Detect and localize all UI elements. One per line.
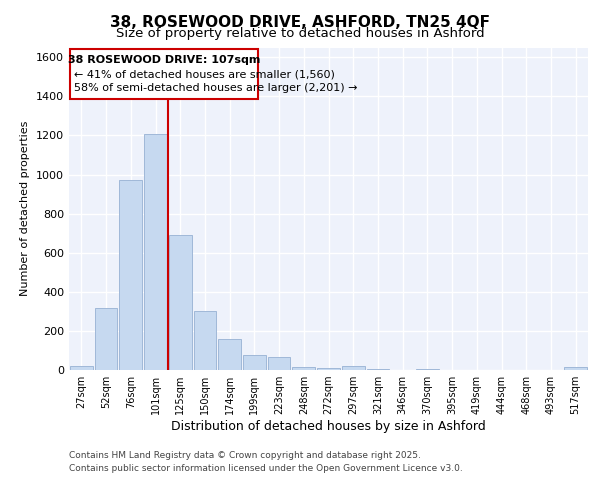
Bar: [194, 312, 216, 370]
Text: 38, ROSEWOOD DRIVE, ASHFORD, TN25 4QF: 38, ROSEWOOD DRIVE, ASHFORD, TN25 4QF: [110, 15, 490, 30]
Bar: [317, 368, 340, 370]
Bar: [218, 338, 241, 370]
Y-axis label: Number of detached properties: Number of detached properties: [20, 121, 31, 296]
Text: ← 41% of detached houses are smaller (1,560): ← 41% of detached houses are smaller (1,…: [74, 69, 335, 79]
X-axis label: Distribution of detached houses by size in Ashford: Distribution of detached houses by size …: [171, 420, 486, 433]
Bar: [70, 366, 93, 370]
Text: Contains public sector information licensed under the Open Government Licence v3: Contains public sector information licen…: [69, 464, 463, 473]
Bar: [144, 134, 167, 370]
Bar: [416, 369, 439, 370]
Text: Contains HM Land Registry data © Crown copyright and database right 2025.: Contains HM Land Registry data © Crown c…: [69, 451, 421, 460]
FancyBboxPatch shape: [70, 50, 258, 100]
Text: Size of property relative to detached houses in Ashford: Size of property relative to detached ho…: [116, 28, 484, 40]
Bar: [119, 180, 142, 370]
Bar: [169, 235, 191, 370]
Text: 58% of semi-detached houses are larger (2,201) →: 58% of semi-detached houses are larger (…: [74, 84, 358, 94]
Bar: [243, 356, 266, 370]
Bar: [292, 367, 315, 370]
Text: 38 ROSEWOOD DRIVE: 107sqm: 38 ROSEWOOD DRIVE: 107sqm: [68, 55, 260, 65]
Bar: [342, 366, 365, 370]
Bar: [367, 369, 389, 370]
Bar: [268, 358, 290, 370]
Bar: [95, 308, 118, 370]
Bar: [564, 367, 587, 370]
